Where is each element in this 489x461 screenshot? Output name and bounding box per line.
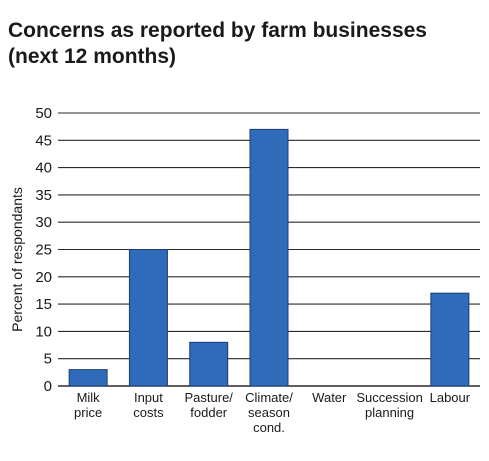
bar [189, 341, 229, 387]
x-category-label: Input costs [133, 390, 164, 420]
chart-title-line-1: Concerns as reported by farm businesses [8, 19, 427, 42]
y-tick-label: 15 [35, 296, 52, 313]
x-category-label-line: Milk [77, 390, 101, 405]
bar [249, 128, 289, 387]
y-tick-labels: 0 5 10 15 20 25 30 35 40 45 50 [35, 105, 52, 395]
bar [430, 292, 470, 387]
x-category-label-line: costs [133, 405, 164, 420]
x-category-label-line: Succession [356, 390, 422, 405]
x-category-label: Climate/season cond. [245, 390, 293, 435]
x-category-label-line: Input [134, 390, 163, 405]
x-category-label-line: price [74, 405, 102, 420]
y-tick-label: 45 [35, 132, 52, 149]
x-category-label: Water [312, 390, 347, 405]
x-category-label: Labour [430, 390, 471, 405]
x-category-label-line: season [248, 405, 290, 420]
y-tick-label: 20 [35, 269, 52, 286]
y-tick-label: 10 [35, 323, 52, 340]
bar [128, 249, 168, 387]
y-tick-label: 35 [35, 187, 52, 204]
y-tick-label: 0 [44, 378, 52, 395]
x-category-label: Pasture/fodder [185, 390, 234, 420]
x-category-label: Succession planning [356, 390, 422, 420]
x-category-label-line: Pasture/ [185, 390, 234, 405]
x-category-label-line: Climate/ [245, 390, 293, 405]
chart-title-line-2: (next 12 months) [8, 45, 177, 68]
x-category-label-line: Labour [430, 390, 471, 405]
x-category-label-line: Water [312, 390, 347, 405]
y-tick-label: 50 [35, 105, 52, 122]
y-axis-label: Percent of respondants [9, 187, 25, 332]
y-tick-label: 30 [35, 214, 52, 231]
bars [68, 128, 470, 387]
y-tick-label: 40 [35, 160, 52, 177]
y-tick-label: 25 [35, 242, 52, 259]
bar [68, 369, 108, 387]
y-tick-label: 5 [44, 351, 52, 368]
x-category-label: Milk price [74, 390, 102, 420]
x-category-label-line: cond. [253, 420, 285, 435]
x-category-labels: Milk price Input costs Pasture/fodder Climate… [74, 390, 471, 435]
x-category-label-line: planning [365, 405, 414, 420]
x-category-label-line: fodder [190, 405, 228, 420]
chart-title: Concerns as reported by farm businesses … [8, 18, 478, 70]
